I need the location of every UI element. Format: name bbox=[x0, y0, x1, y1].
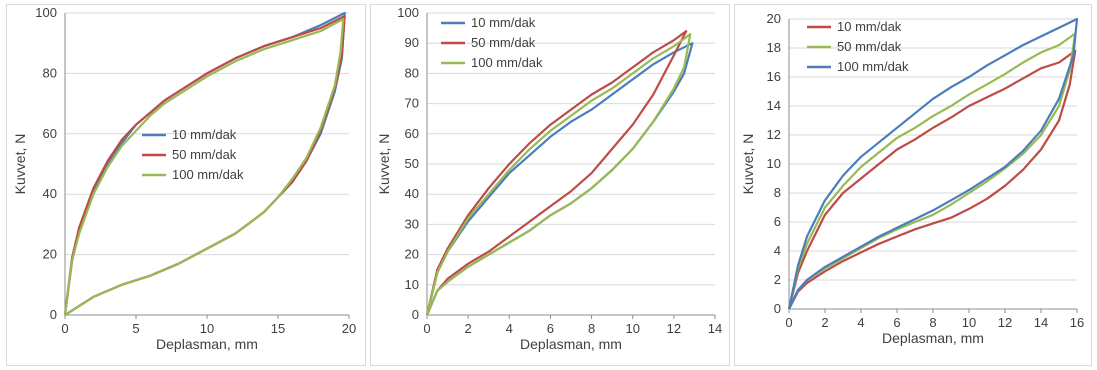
chart-1-x-tick-label: 15 bbox=[271, 321, 285, 336]
chart-3-series-line-3 bbox=[787, 17, 1079, 310]
chart-3-y-tick-label: 6 bbox=[774, 214, 781, 229]
chart-2-y-tick-label: 0 bbox=[412, 307, 419, 322]
chart-panel-1: 0 5 10 15 20 0 20 40 60 80 100 Deplasman, mm Kuvvet,… bbox=[6, 4, 366, 366]
chart-3-y-tick-label: 14 bbox=[767, 98, 781, 113]
chart-3-x-tick-label: 10 bbox=[962, 315, 976, 330]
chart-3-x-tick-label: 8 bbox=[929, 315, 936, 330]
chart-2-y-tick-label: 30 bbox=[405, 216, 419, 231]
chart-2: 0 2 4 6 8 10 12 14 0 10 20 30 40 50 60 70 80 90 100 Deplasm… bbox=[376, 5, 722, 352]
chart-3-x-tick-label: 4 bbox=[857, 315, 864, 330]
chart-2-y-tick-label: 60 bbox=[405, 126, 419, 141]
chart-1-x-axis-title: Deplasman, mm bbox=[156, 336, 258, 352]
chart-2-legend-label-3: 100 mm/dak bbox=[471, 55, 543, 70]
chart-1-x-tick-label: 10 bbox=[200, 321, 214, 336]
chart-3-y-tick-label: 8 bbox=[774, 185, 781, 200]
chart-2-series-line-1 bbox=[425, 42, 694, 316]
chart-2-x-tick-label: 6 bbox=[547, 321, 554, 336]
chart-panel-3: 0 2 4 6 8 10 12 14 16 0 2 4 6 8 10 12 14 16 18 20 Deplasman,… bbox=[734, 4, 1092, 366]
chart-3-x-tick-label: 0 bbox=[785, 315, 792, 330]
chart-1-legend-label-1: 10 mm/dak bbox=[172, 127, 237, 142]
chart-3-y-tick-label: 12 bbox=[767, 127, 781, 142]
chart-3-legend-label-2: 50 mm/dak bbox=[837, 39, 902, 54]
chart-1-x-tick-label: 5 bbox=[132, 321, 139, 336]
chart-1-y-axis-title: Kuvvet, N bbox=[12, 134, 28, 195]
chart-3-x-axis-title: Deplasman, mm bbox=[882, 330, 984, 346]
chart-1: 0 5 10 15 20 0 20 40 60 80 100 Deplasman, mm Kuvvet,… bbox=[12, 5, 356, 352]
chart-3-x-tick-label: 16 bbox=[1070, 315, 1084, 330]
chart-3-y-tick-label: 20 bbox=[767, 11, 781, 26]
chart-3-series-line-2 bbox=[787, 32, 1077, 310]
chart-3-y-tick-label: 4 bbox=[774, 243, 781, 258]
chart-1-x-tick-label: 0 bbox=[61, 321, 68, 336]
chart-3-y-tick-label: 0 bbox=[774, 301, 781, 316]
chart-1-y-tick-label: 20 bbox=[43, 247, 57, 262]
chart-2-x-tick-label: 10 bbox=[625, 321, 639, 336]
chart-3: 0 2 4 6 8 10 12 14 16 0 2 4 6 8 10 12 14 16 18 20 Deplasman,… bbox=[740, 11, 1084, 346]
chart-1-y-tick-label: 40 bbox=[43, 186, 57, 201]
chart-2-x-tick-label: 14 bbox=[708, 321, 722, 336]
chart-2-x-tick-label: 2 bbox=[465, 321, 472, 336]
chart-3-y-tick-label: 2 bbox=[774, 272, 781, 287]
chart-3-y-tick-label: 16 bbox=[767, 69, 781, 84]
chart-1-y-tick-label: 60 bbox=[43, 126, 57, 141]
chart-3-y-tick-label: 18 bbox=[767, 40, 781, 55]
chart-2-x-tick-label: 12 bbox=[667, 321, 681, 336]
chart-2-legend-label-1: 10 mm/dak bbox=[471, 15, 536, 30]
chart-2-y-tick-label: 40 bbox=[405, 186, 419, 201]
chart-2-y-tick-label: 100 bbox=[397, 5, 419, 20]
chart-3-x-tick-label: 14 bbox=[1034, 315, 1048, 330]
chart-3-x-tick-label: 12 bbox=[998, 315, 1012, 330]
chart-1-y-tick-label: 100 bbox=[35, 5, 57, 20]
chart-3-y-axis-title: Kuvvet, N bbox=[740, 134, 756, 195]
chart-2-x-tick-label: 0 bbox=[423, 321, 430, 336]
chart-2-y-tick-label: 10 bbox=[405, 277, 419, 292]
chart-1-legend-label-2: 50 mm/dak bbox=[172, 147, 237, 162]
chart-panel-2: 0 2 4 6 8 10 12 14 0 10 20 30 40 50 60 70 80 90 100 Deplasm… bbox=[370, 4, 730, 366]
chart-1-legend-label-3: 100 mm/dak bbox=[172, 167, 244, 182]
chart-2-x-tick-label: 4 bbox=[506, 321, 513, 336]
chart-1-x-tick-label: 20 bbox=[342, 321, 356, 336]
chart-1-y-tick-label: 0 bbox=[50, 307, 57, 322]
chart-2-series-line-3 bbox=[425, 33, 692, 316]
chart-3-legend-label-1: 10 mm/dak bbox=[837, 19, 902, 34]
chart-3-x-tick-label: 6 bbox=[893, 315, 900, 330]
chart-1-y-tick-label: 80 bbox=[43, 65, 57, 80]
chart-3-x-tick-label: 2 bbox=[821, 315, 828, 330]
chart-2-x-axis-title: Deplasman, mm bbox=[520, 336, 622, 352]
chart-2-legend-label-2: 50 mm/dak bbox=[471, 35, 536, 50]
chart-2-y-axis-title: Kuvvet, N bbox=[376, 134, 392, 195]
chart-3-series-line-1 bbox=[787, 49, 1077, 310]
chart-2-y-tick-label: 20 bbox=[405, 247, 419, 262]
chart-3-y-tick-label: 10 bbox=[767, 156, 781, 171]
chart-2-y-tick-label: 90 bbox=[405, 35, 419, 50]
chart-2-series-line-2 bbox=[425, 30, 688, 316]
chart-1-series-line-3 bbox=[63, 17, 345, 316]
chart-2-x-tick-label: 8 bbox=[588, 321, 595, 336]
chart-2-y-tick-label: 80 bbox=[405, 65, 419, 80]
chart-2-y-tick-label: 50 bbox=[405, 156, 419, 171]
chart-2-y-tick-label: 70 bbox=[405, 96, 419, 111]
chart-3-legend-label-3: 100 mm/dak bbox=[837, 59, 909, 74]
